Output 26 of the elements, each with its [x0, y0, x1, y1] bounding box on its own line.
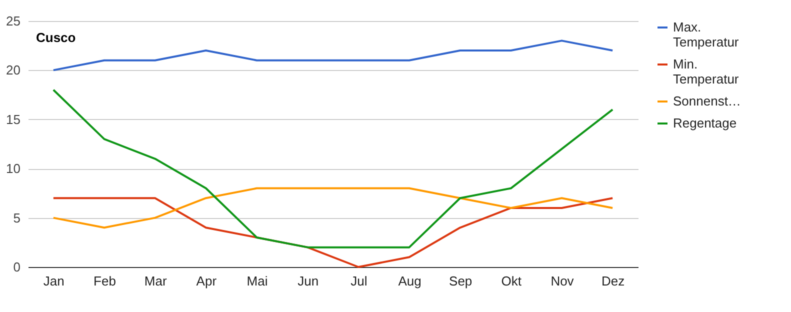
line-series: [52, 187, 614, 229]
y-tick-label: 15: [6, 112, 20, 127]
x-tick-label: Aug: [398, 274, 422, 288]
x-tick-label: Jan: [43, 274, 64, 288]
legend-label: Max. Temperatur: [673, 20, 740, 50]
x-tick-label: Mar: [144, 274, 168, 288]
y-tick-label: 5: [13, 210, 20, 226]
x-tick-label: Nov: [550, 274, 574, 288]
legend-label: Sonnenst…: [673, 94, 741, 108]
line-series: [52, 88, 614, 248]
legend-label: Min. Temperatur: [673, 56, 740, 86]
y-tick-label: 25: [6, 14, 20, 28]
x-tick-label: Sep: [449, 274, 472, 288]
y-tick-label: 0: [13, 260, 20, 274]
y-tick-label: 20: [6, 62, 20, 78]
x-tick-label: Mai: [246, 274, 268, 288]
x-tick-label: Jun: [298, 274, 319, 288]
x-tick-label: Dez: [602, 274, 625, 288]
text: Cusco: [36, 30, 76, 45]
x-tick-label: Jul: [350, 274, 368, 288]
legend-label: Regentage: [673, 116, 737, 130]
line-series: [52, 197, 614, 268]
x-tick-label: Okt: [501, 274, 522, 288]
x-tick-label: Apr: [196, 274, 218, 288]
x-tick-label: Feb: [94, 274, 116, 288]
y-tick-label: 10: [6, 161, 20, 176]
